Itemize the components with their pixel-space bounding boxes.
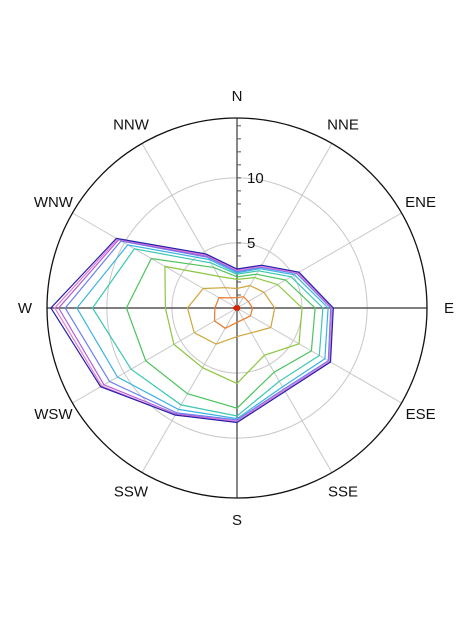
direction-label-wnw: WNW	[34, 194, 74, 211]
grid-radial-line	[141, 307, 238, 473]
series-polygon	[125, 257, 316, 409]
direction-label-s: S	[232, 512, 242, 529]
chart-labels: 5 10 N NNE ENE E ESE SSE S SSW WSW W WNW NNW	[18, 88, 454, 529]
direction-label-w: W	[18, 300, 33, 317]
direction-label-ssw: SSW	[114, 484, 149, 501]
direction-label-ene: ENE	[405, 194, 436, 211]
direction-label-n: N	[232, 88, 243, 105]
grid-radial-line	[236, 143, 333, 309]
series-polygon	[164, 265, 303, 385]
series-polygon	[91, 248, 324, 417]
direction-label-ese: ESE	[406, 406, 436, 423]
series-polygon	[64, 240, 332, 421]
r-tick-label: 10	[247, 170, 264, 187]
series-polygon	[186, 284, 276, 345]
series-polygon	[50, 237, 334, 424]
series-polygon	[76, 244, 329, 420]
grid-radial-line	[141, 143, 238, 309]
grid-radial-line	[72, 307, 238, 404]
grid-radial-line	[72, 212, 238, 309]
chart-series	[50, 237, 334, 424]
r-tick-label: 5	[247, 235, 255, 252]
direction-label-nnw: NNW	[113, 116, 150, 133]
direction-label-e: E	[444, 300, 454, 317]
series-polygon	[213, 296, 254, 329]
direction-label-sse: SSE	[328, 484, 358, 501]
outer-circle	[46, 117, 428, 499]
direction-label-wsw: WSW	[34, 406, 73, 423]
direction-label-nne: NNE	[327, 116, 359, 133]
calm-marker	[234, 305, 240, 311]
